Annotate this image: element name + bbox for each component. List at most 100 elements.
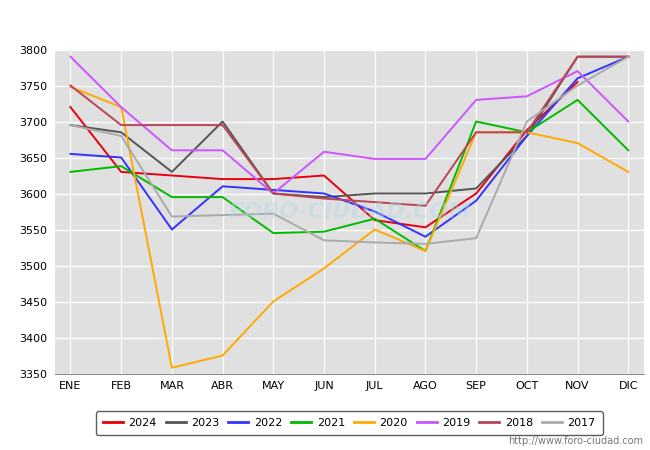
2020 [320, 266, 328, 271]
2024 [168, 173, 176, 178]
2021 [218, 194, 226, 200]
2024 [422, 225, 430, 230]
2021 [66, 169, 74, 175]
2017 [320, 238, 328, 243]
2018 [574, 54, 582, 59]
Line: 2024: 2024 [70, 82, 578, 227]
2022 [269, 187, 277, 193]
Line: 2017: 2017 [70, 57, 629, 244]
2021 [117, 163, 125, 169]
2024 [66, 104, 74, 110]
2020 [66, 84, 74, 90]
Line: 2022: 2022 [70, 57, 629, 237]
2017 [66, 122, 74, 128]
2019 [371, 156, 379, 162]
2017 [625, 54, 632, 59]
2021 [422, 248, 430, 254]
2018 [473, 130, 480, 135]
2020 [422, 248, 430, 254]
2023 [625, 54, 632, 59]
2019 [66, 54, 74, 59]
2017 [422, 241, 430, 247]
Line: 2023: 2023 [70, 57, 629, 197]
2023 [574, 54, 582, 59]
2023 [168, 169, 176, 175]
2022 [523, 133, 531, 139]
2017 [168, 214, 176, 219]
2023 [117, 130, 125, 135]
2021 [473, 119, 480, 124]
2019 [218, 148, 226, 153]
2020 [218, 353, 226, 358]
2021 [625, 148, 632, 153]
2023 [66, 122, 74, 128]
2019 [473, 97, 480, 103]
2021 [523, 130, 531, 135]
2022 [320, 191, 328, 196]
2022 [218, 184, 226, 189]
Line: 2021: 2021 [70, 100, 629, 251]
2020 [117, 104, 125, 110]
2024 [117, 169, 125, 175]
2020 [473, 130, 480, 135]
Text: http://www.foro-ciudad.com: http://www.foro-ciudad.com [508, 436, 644, 446]
2023 [422, 191, 430, 196]
2022 [371, 209, 379, 214]
2019 [269, 191, 277, 196]
2021 [371, 216, 379, 221]
2020 [168, 365, 176, 370]
Text: FORO-CIUDAD.COM: FORO-CIUDAD.COM [228, 202, 471, 221]
2020 [625, 169, 632, 175]
2019 [422, 156, 430, 162]
2018 [117, 122, 125, 128]
2021 [574, 97, 582, 103]
2022 [574, 76, 582, 81]
Line: 2020: 2020 [70, 87, 629, 368]
2019 [625, 119, 632, 124]
2017 [371, 240, 379, 245]
2018 [422, 203, 430, 208]
2019 [168, 148, 176, 153]
Legend: 2024, 2023, 2022, 2021, 2020, 2019, 2018, 2017: 2024, 2023, 2022, 2021, 2020, 2019, 2018… [96, 411, 603, 435]
2024 [574, 79, 582, 85]
Line: 2019: 2019 [70, 57, 629, 194]
2020 [371, 227, 379, 232]
2018 [371, 199, 379, 205]
2023 [218, 119, 226, 124]
2024 [218, 176, 226, 182]
2018 [218, 122, 226, 128]
Line: 2018: 2018 [70, 57, 629, 206]
2021 [320, 229, 328, 234]
2018 [523, 130, 531, 135]
2020 [523, 130, 531, 135]
2017 [574, 83, 582, 88]
2022 [168, 227, 176, 232]
2018 [66, 83, 74, 88]
2017 [269, 211, 277, 216]
2019 [523, 94, 531, 99]
2018 [168, 122, 176, 128]
2023 [320, 194, 328, 200]
2018 [269, 191, 277, 196]
2024 [473, 191, 480, 196]
2022 [625, 54, 632, 59]
2017 [218, 212, 226, 218]
2017 [117, 133, 125, 139]
2024 [320, 173, 328, 178]
2022 [117, 155, 125, 160]
2023 [473, 186, 480, 191]
2022 [422, 234, 430, 239]
2019 [574, 68, 582, 74]
2024 [523, 127, 531, 133]
2019 [117, 104, 125, 110]
2024 [371, 217, 379, 223]
2020 [574, 140, 582, 146]
2023 [269, 191, 277, 196]
2019 [320, 149, 328, 154]
2020 [269, 299, 277, 304]
2022 [473, 198, 480, 203]
2021 [168, 194, 176, 200]
2017 [523, 119, 531, 124]
Text: Afiliados en La Puebla de Cazalla a 30/11/2024: Afiliados en La Puebla de Cazalla a 30/1… [107, 14, 543, 33]
2024 [269, 176, 277, 182]
